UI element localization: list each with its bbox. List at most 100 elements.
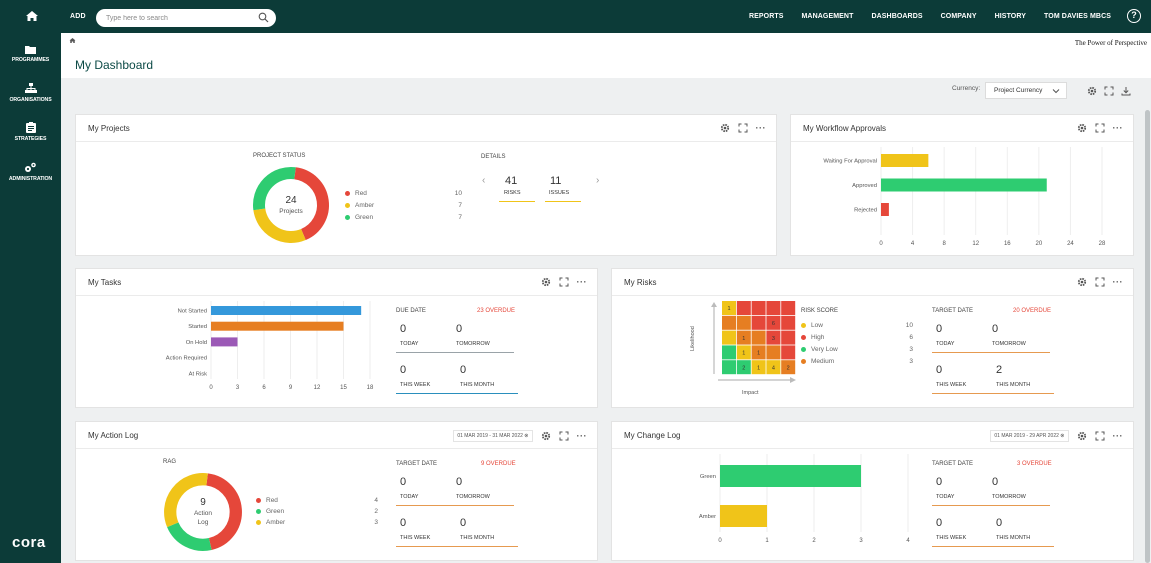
stat-this-week[interactable]: 0 THIS WEEK — [396, 359, 458, 394]
stat-today[interactable]: 0 TODAY — [396, 318, 458, 353]
x-tick-label: 0 — [879, 241, 883, 247]
matrix-cell — [781, 301, 796, 315]
stat-this-month[interactable]: 0 THIS MONTH — [456, 359, 518, 394]
stat-label: THIS WEEK — [936, 382, 967, 388]
overdue-count[interactable]: 9 OVERDUE — [481, 461, 516, 467]
category-label: Waiting For Approval — [823, 159, 877, 165]
stat-today[interactable]: 0 TODAY — [932, 318, 994, 353]
donut-slice-green — [253, 167, 296, 211]
expand-icon[interactable] — [1095, 277, 1105, 287]
overdue-count[interactable]: 20 OVERDUE — [1013, 308, 1052, 314]
category-label: Amber — [699, 514, 716, 520]
expand-icon[interactable] — [559, 277, 569, 287]
gear-icon[interactable] — [1077, 123, 1087, 133]
matrix-cell-count: 1 — [757, 365, 760, 371]
gear-icon[interactable] — [541, 277, 551, 287]
expand-icon[interactable] — [559, 431, 569, 441]
overdue-count[interactable]: 3 OVERDUE — [1017, 461, 1052, 467]
stat-this-week[interactable]: 0 THIS WEEK — [932, 359, 994, 394]
gear-icon[interactable] — [1077, 277, 1087, 287]
more-options-icon[interactable]: ··· — [1112, 123, 1123, 133]
expand-icon[interactable] — [1095, 431, 1105, 441]
stat-today[interactable]: 0 TODAY — [932, 471, 994, 506]
risks-stat[interactable]: 41 RISKS — [499, 167, 535, 202]
sidebar-item-programmes[interactable]: PROGRAMMES — [0, 45, 61, 63]
category-label: Approved — [852, 183, 877, 189]
search-input[interactable] — [106, 12, 246, 24]
search-icon[interactable] — [258, 12, 269, 23]
chevron-left-icon[interactable]: ‹ — [482, 175, 486, 186]
bar — [881, 203, 889, 216]
issues-stat[interactable]: 11 ISSUES — [545, 167, 581, 202]
matrix-cell — [766, 345, 781, 360]
nav-management[interactable]: MANAGEMENT — [801, 13, 854, 20]
scrollbar[interactable] — [1145, 110, 1150, 563]
download-icon[interactable] — [1121, 86, 1131, 96]
stat-this-month[interactable]: 2 THIS MONTH — [992, 359, 1054, 394]
legend-item: Amber — [256, 519, 285, 526]
date-range-filter[interactable]: 01 MAR 2019 - 31 MAR 2022 ⊗ — [453, 430, 533, 442]
sidebar-item-organisations[interactable]: ORGANISATIONS — [0, 83, 61, 103]
x-tick-label: 1 — [765, 538, 769, 544]
x-tick-label: 12 — [314, 385, 321, 391]
date-range-filter[interactable]: 01 MAR 2019 - 29 APR 2022 ⊗ — [990, 430, 1069, 442]
expand-icon[interactable] — [1095, 123, 1105, 133]
clear-icon[interactable]: ⊗ — [1060, 433, 1065, 439]
issues-value: 11 — [550, 175, 562, 187]
matrix-cell — [736, 360, 751, 375]
legend-label: Low — [811, 322, 823, 329]
clear-icon[interactable]: ⊗ — [524, 433, 529, 439]
more-options-icon[interactable]: ··· — [755, 123, 766, 133]
stat-this-month[interactable]: 0 THIS MONTH — [456, 512, 518, 547]
target-date-label: TARGET DATE — [932, 308, 974, 314]
category-label: Rejected — [854, 208, 877, 214]
help-icon[interactable]: ? — [1127, 9, 1141, 23]
gear-icon[interactable] — [1077, 431, 1087, 441]
stat-this-week[interactable]: 0 THIS WEEK — [932, 512, 994, 547]
sidebar-item-label: PROGRAMMES — [11, 57, 50, 63]
overdue-count[interactable]: 23 OVERDUE — [477, 308, 516, 314]
expand-icon[interactable] — [738, 123, 748, 133]
add-button[interactable]: ADD — [70, 13, 86, 20]
matrix-cell-count: 3 — [772, 336, 775, 342]
breadcrumb-home-icon[interactable] — [69, 37, 76, 44]
donut-slice-red — [205, 473, 242, 550]
gear-icon[interactable] — [1087, 86, 1097, 96]
x-tick-label: 9 — [289, 385, 293, 391]
gear-icon[interactable] — [720, 123, 730, 133]
risk-heat-matrix: 1 6 1 3 1 1 2 1 4 2 — [711, 301, 796, 383]
more-options-icon[interactable]: ··· — [576, 277, 587, 287]
gear-icon[interactable] — [541, 431, 551, 441]
stat-tomorrow[interactable]: 0 TOMORROW — [452, 318, 514, 353]
nav-reports[interactable]: REPORTS — [748, 13, 784, 20]
currency-label: Currency: — [952, 85, 981, 92]
stat-value: 0 — [460, 517, 467, 529]
sidebar-item-strategies[interactable]: STRATEGIES — [0, 122, 61, 142]
category-label: Started — [188, 324, 207, 330]
more-options-icon[interactable]: ··· — [1112, 431, 1123, 441]
nav-company[interactable]: COMPANY — [940, 13, 977, 20]
nav-dashboards[interactable]: DASHBOARDS — [871, 13, 923, 20]
sidebar-item-administration[interactable]: ADMINISTRATION — [0, 162, 61, 182]
stat-tomorrow[interactable]: 0 TOMORROW — [988, 318, 1050, 353]
stat-today[interactable]: 0 TODAY — [396, 471, 458, 506]
expand-icon[interactable] — [1104, 86, 1114, 96]
chevron-right-icon[interactable]: › — [596, 175, 600, 186]
stat-label: THIS MONTH — [460, 382, 495, 388]
home-icon[interactable] — [25, 9, 39, 23]
stat-this-week[interactable]: 0 THIS WEEK — [396, 512, 458, 547]
nav-user-menu[interactable]: TOM DAVIES MBCS — [1044, 13, 1111, 20]
panel-title: My Workflow Approvals — [803, 124, 886, 133]
search-box[interactable] — [96, 9, 276, 27]
stat-tomorrow[interactable]: 0 TOMORROW — [988, 471, 1050, 506]
risks-label: RISKS — [504, 190, 521, 196]
nav-history[interactable]: HISTORY — [994, 13, 1027, 20]
stat-tomorrow[interactable]: 0 TOMORROW — [452, 471, 514, 506]
matrix-cell — [751, 345, 766, 360]
stat-this-month[interactable]: 0 THIS MONTH — [992, 512, 1054, 547]
target-date-label: TARGET DATE — [932, 461, 974, 467]
more-options-icon[interactable]: ··· — [1112, 277, 1123, 287]
currency-select[interactable]: Project Currency — [985, 82, 1067, 99]
action-log-donut — [164, 473, 242, 551]
more-options-icon[interactable]: ··· — [576, 431, 587, 441]
